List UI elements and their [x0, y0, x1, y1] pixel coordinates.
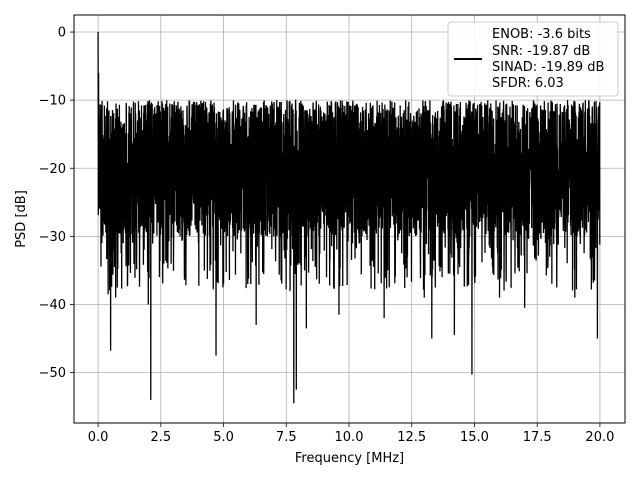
y-axis-label: PSD [dB]: [14, 190, 29, 248]
legend-snr: SNR: -19.87 dB: [492, 44, 590, 59]
y-tick-label: −20: [39, 162, 66, 177]
x-tick-label: 7.5: [276, 430, 297, 445]
psd-series-line: [97, 32, 601, 404]
x-tick-label: 10.0: [335, 430, 364, 445]
x-axis: 0.0 2.5 5.0 7.5 10.0 12.5 15.0 17.5 20.0: [88, 423, 614, 445]
legend-sinad: SINAD: -19.89 dB: [492, 60, 604, 75]
data-layer: [97, 32, 601, 404]
y-tick-label: −50: [39, 366, 66, 381]
legend-enob: ENOB: -3.6 bits: [492, 27, 591, 42]
x-tick-label: 12.5: [397, 430, 426, 445]
x-tick-label: 2.5: [150, 430, 171, 445]
y-tick-label: −30: [39, 230, 66, 245]
x-axis-label: Frequency [MHz]: [295, 451, 404, 466]
x-tick-label: 5.0: [213, 430, 234, 445]
legend: ENOB: -3.6 bits SNR: -19.87 dB SINAD: -1…: [447, 21, 619, 97]
x-tick-label: 15.0: [460, 430, 489, 445]
plot-area-frame: [73, 14, 626, 424]
x-tick-label: 17.5: [523, 430, 552, 445]
y-tick-label: −40: [39, 298, 66, 313]
x-tick-label: 0.0: [88, 430, 109, 445]
legend-sfdr: SFDR: 6.03: [492, 76, 564, 91]
y-axis: 0 −10 −20 −30 −40 −50: [39, 26, 74, 381]
y-tick-label: 0: [58, 26, 66, 41]
x-tick-label: 20.0: [585, 430, 614, 445]
legend-box: [447, 21, 619, 97]
y-tick-label: −10: [39, 94, 66, 109]
